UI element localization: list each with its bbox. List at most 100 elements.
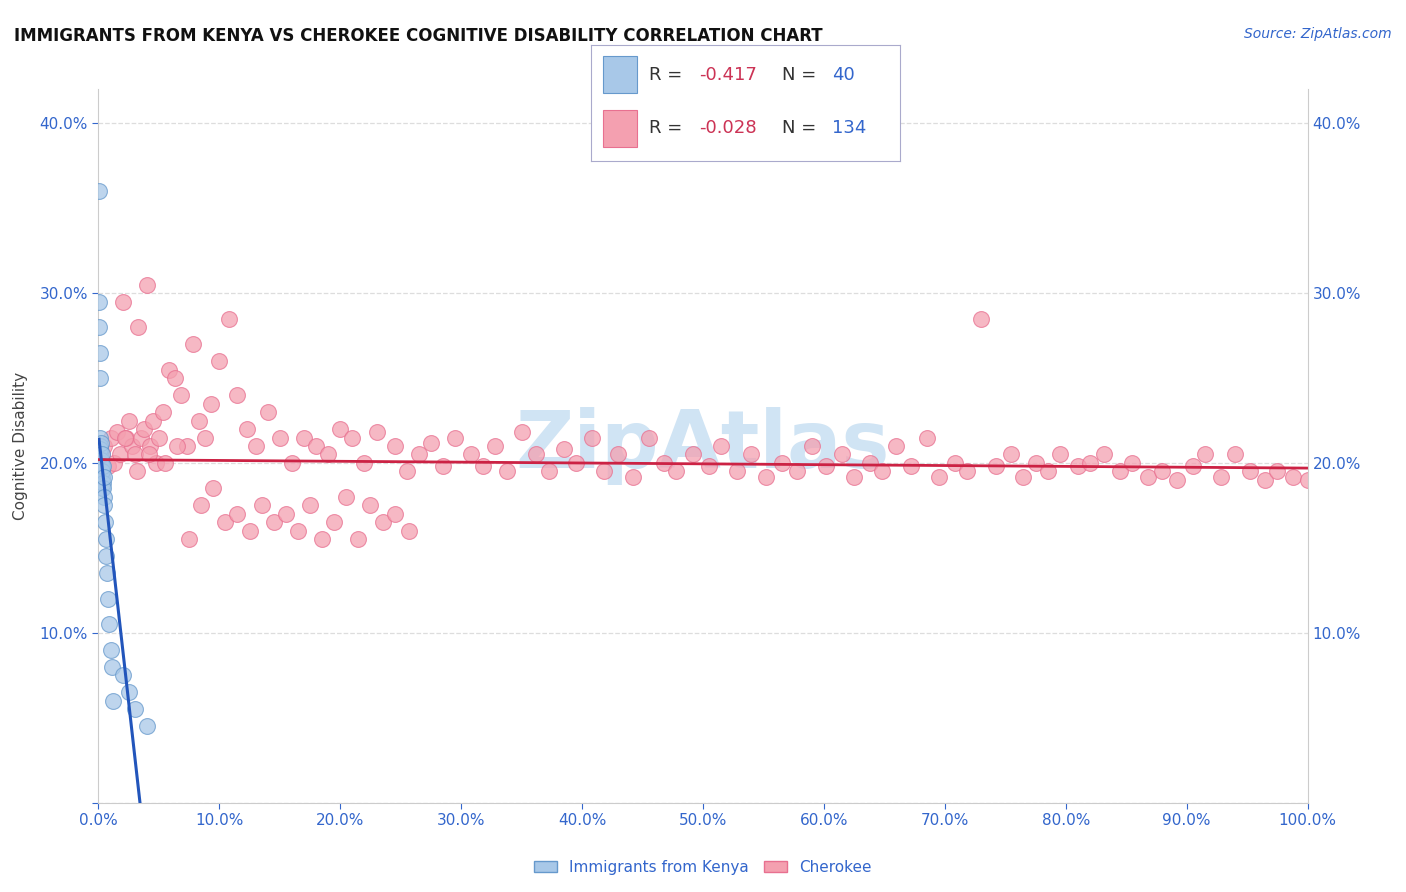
Point [145, 456, 167, 470]
Point [984, 459, 1007, 474]
Point [353, 456, 375, 470]
Point [91, 448, 114, 462]
Point [129, 430, 152, 444]
Text: N =: N = [782, 66, 823, 84]
Point [153, 456, 176, 470]
Point [269, 430, 291, 444]
Point [166, 439, 188, 453]
Point [208, 354, 231, 368]
Text: N =: N = [782, 120, 823, 137]
Point [652, 456, 675, 470]
Bar [603, 56, 637, 94]
Point [127, 320, 149, 334]
Point [118, 413, 141, 427]
Point [1152, 465, 1174, 479]
Point [111, 294, 134, 309]
Point [226, 388, 249, 402]
Point [200, 396, 222, 410]
Point [121, 439, 143, 453]
Point [97, 591, 120, 606]
Point [943, 456, 966, 470]
Point [138, 448, 160, 462]
Point [1181, 459, 1204, 474]
Point [148, 430, 170, 444]
Point [96, 549, 118, 564]
Point [89, 320, 111, 334]
Point [1049, 448, 1071, 462]
Point [90, 463, 112, 477]
Point [96, 566, 118, 581]
Point [384, 439, 406, 453]
Point [323, 516, 346, 530]
Point [281, 456, 304, 470]
Point [1109, 465, 1132, 479]
Point [89, 439, 111, 453]
Point [384, 507, 406, 521]
Point [928, 469, 950, 483]
Point [218, 311, 240, 326]
Point [710, 439, 733, 453]
Point [139, 439, 162, 453]
Point [93, 469, 115, 483]
Point [1078, 456, 1101, 470]
Point [98, 617, 121, 632]
Point [93, 499, 115, 513]
Point [105, 425, 128, 440]
Text: Source: ZipAtlas.com: Source: ZipAtlas.com [1244, 27, 1392, 41]
Point [292, 430, 315, 444]
Point [420, 435, 443, 450]
Point [592, 465, 614, 479]
Point [91, 459, 114, 474]
Point [90, 473, 112, 487]
Point [152, 405, 174, 419]
Point [89, 294, 111, 309]
Point [1296, 473, 1319, 487]
Point [250, 499, 273, 513]
Point [408, 448, 430, 462]
Point [565, 456, 588, 470]
Point [89, 442, 111, 457]
Point [91, 459, 114, 474]
Point [91, 465, 114, 479]
Point [263, 516, 285, 530]
Point [1239, 465, 1261, 479]
Point [970, 311, 993, 326]
Point [524, 448, 547, 462]
Text: ZipAtlas: ZipAtlas [516, 407, 890, 485]
Point [1000, 448, 1022, 462]
Point [460, 448, 482, 462]
Point [226, 507, 249, 521]
Point [305, 439, 328, 453]
Point [124, 448, 146, 462]
Point [93, 490, 115, 504]
Point [93, 439, 115, 453]
Point [553, 442, 575, 457]
Point [274, 507, 297, 521]
Point [91, 448, 114, 462]
Point [134, 422, 156, 436]
Point [770, 456, 793, 470]
Point [90, 435, 112, 450]
Point [366, 425, 388, 440]
Point [1036, 465, 1059, 479]
Point [1254, 473, 1277, 487]
Point [900, 459, 922, 474]
Point [725, 465, 748, 479]
Point [316, 448, 339, 462]
Point [432, 459, 454, 474]
Point [329, 422, 352, 436]
Point [111, 668, 134, 682]
Point [510, 425, 533, 440]
Point [915, 430, 938, 444]
Point [101, 694, 124, 708]
Point [831, 448, 853, 462]
Point [665, 465, 688, 479]
Point [786, 465, 808, 479]
Bar [603, 110, 637, 146]
Point [91, 482, 114, 496]
Point [214, 516, 236, 530]
Point [91, 476, 114, 491]
Point [1094, 448, 1116, 462]
Point [1209, 469, 1232, 483]
Point [1012, 469, 1035, 483]
